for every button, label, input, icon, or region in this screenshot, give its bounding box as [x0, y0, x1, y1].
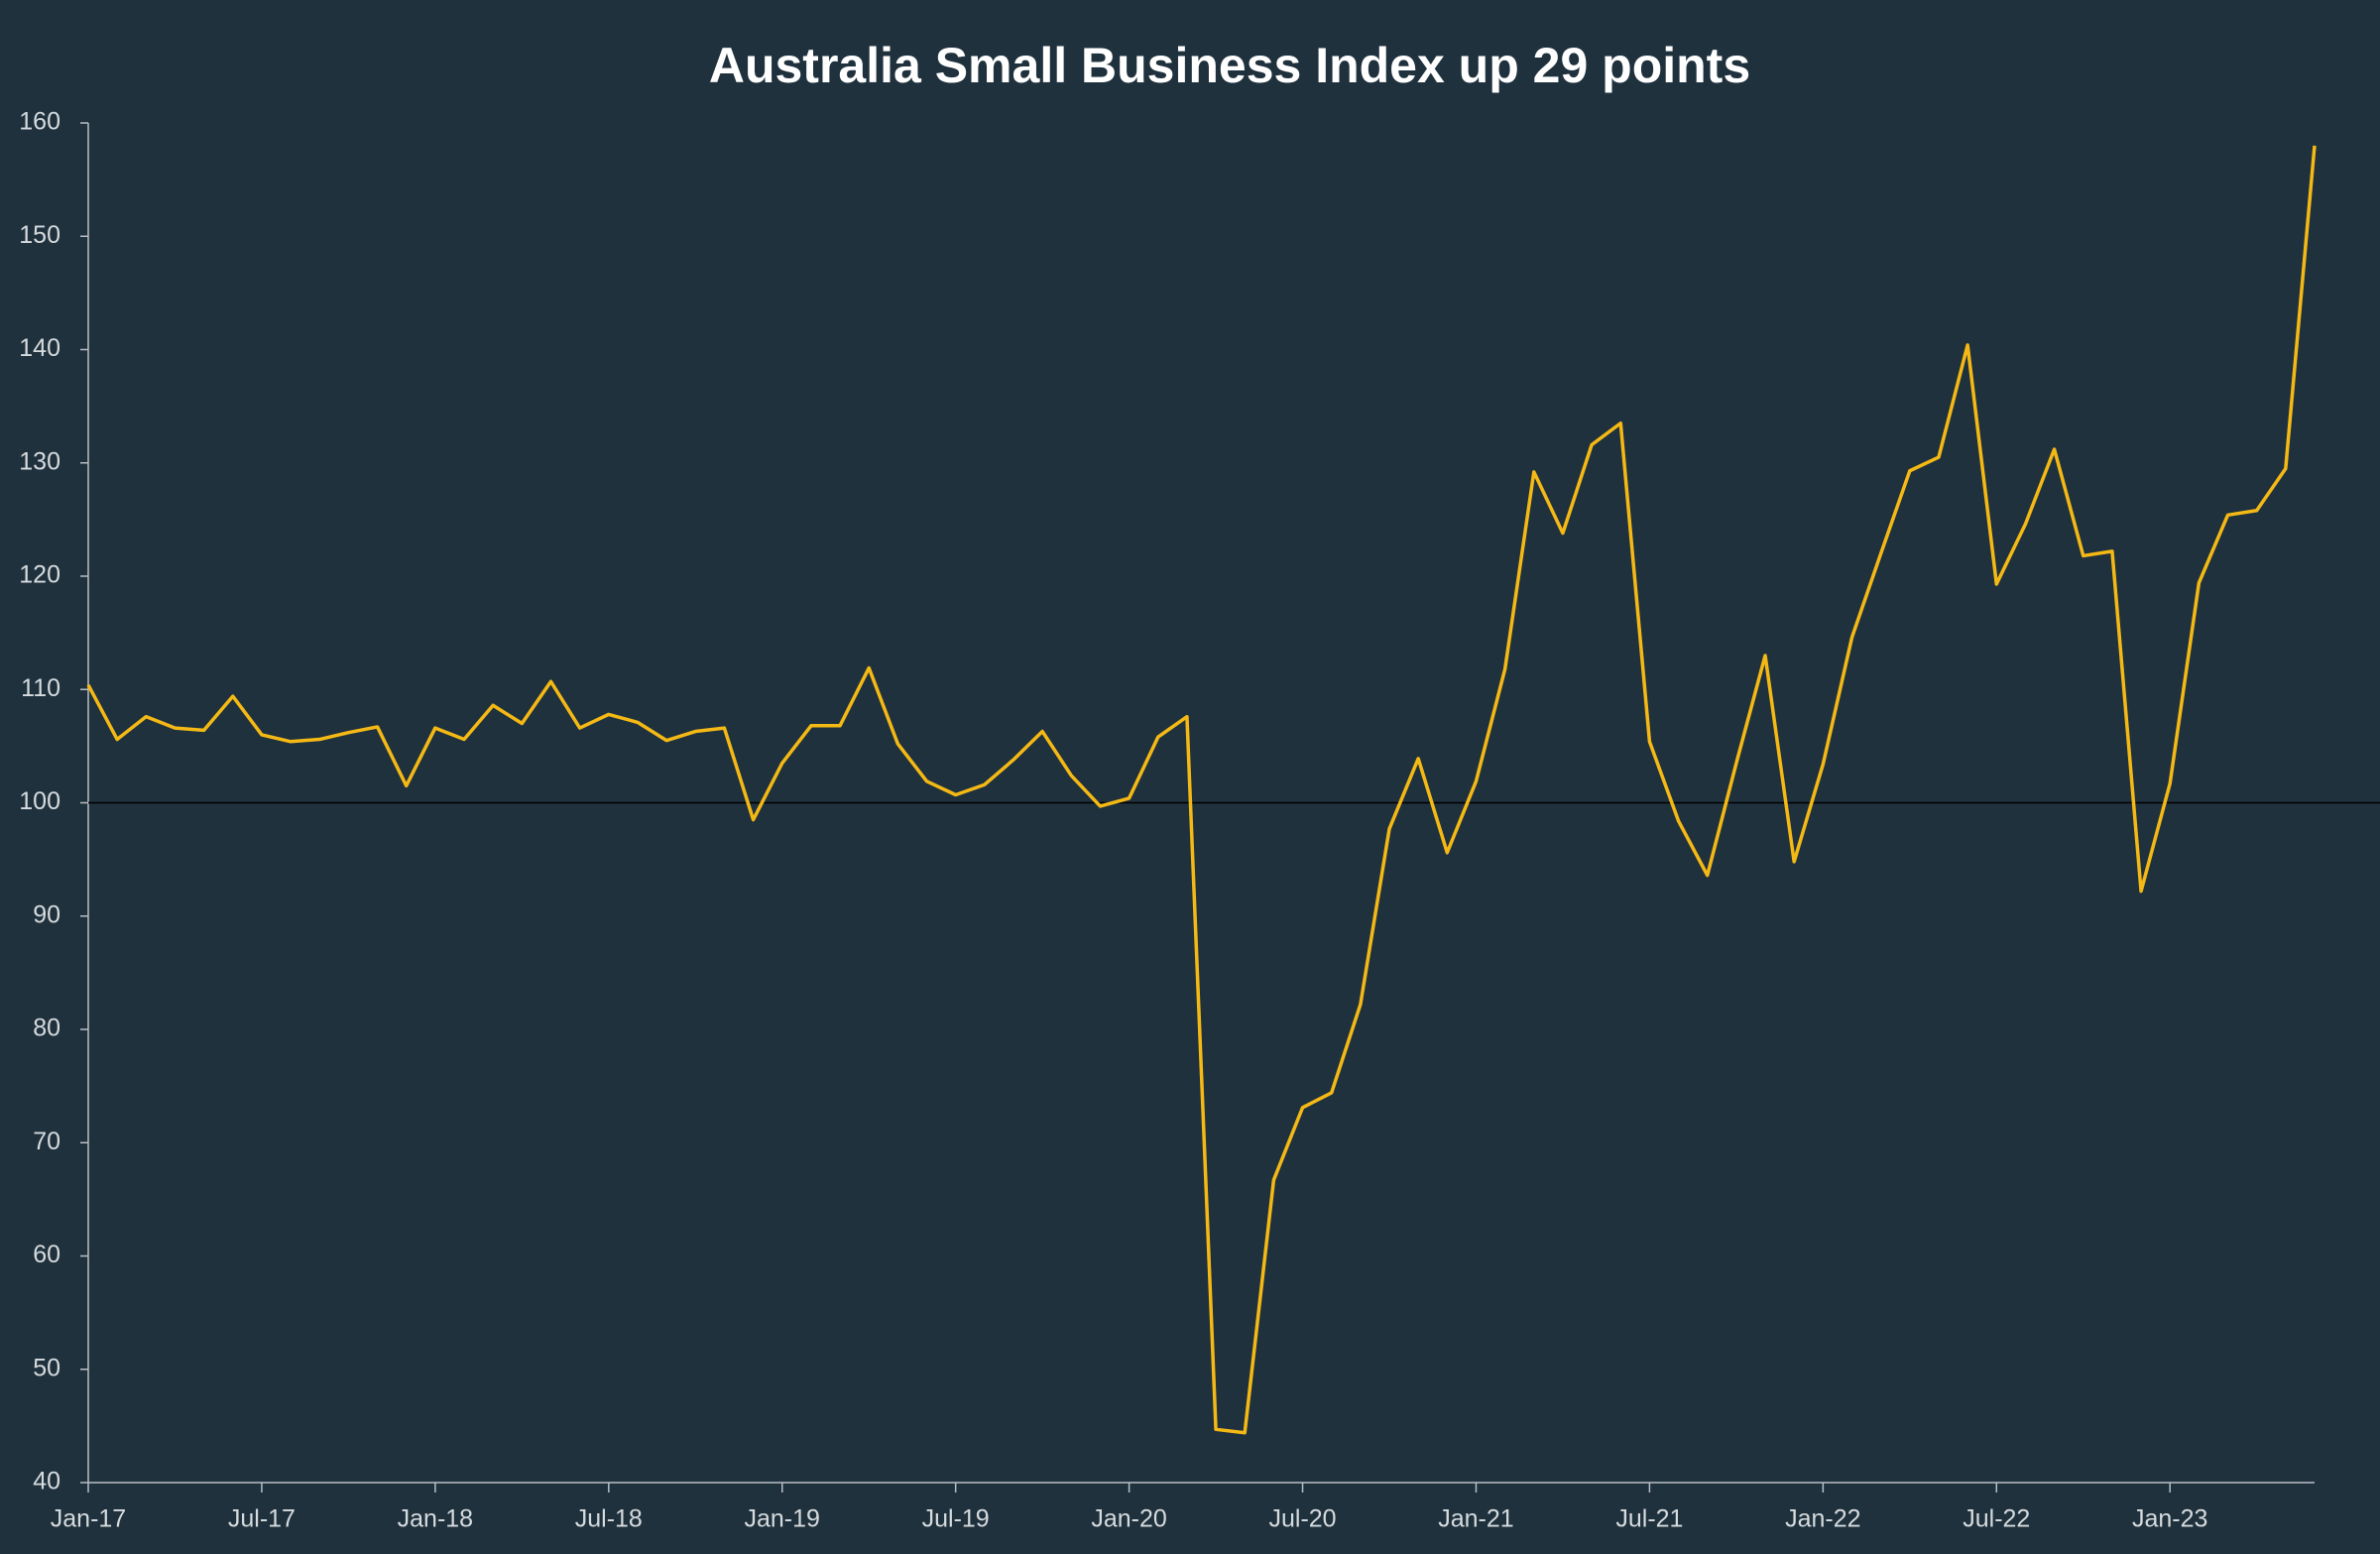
y-tick-label: 130	[19, 447, 60, 475]
x-tick-label: Jan-19	[745, 1505, 820, 1533]
x-tick-label: Jan-23	[2132, 1505, 2207, 1533]
y-tick-label: 100	[19, 787, 60, 815]
chart-title: Australia Small Business Index up 29 poi…	[709, 38, 1750, 93]
x-tick-label: Jul-18	[575, 1505, 643, 1533]
y-tick-label: 140	[19, 334, 60, 362]
x-tick-label: Jan-18	[398, 1505, 473, 1533]
x-tick-label: Jan-22	[1785, 1505, 1860, 1533]
x-tick-label: Jul-20	[1268, 1505, 1336, 1533]
y-tick-label: 90	[33, 900, 60, 928]
y-tick-label: 120	[19, 561, 60, 589]
x-tick-label: Jan-21	[1438, 1505, 1513, 1533]
x-tick-label: Jul-22	[1963, 1505, 2030, 1533]
y-tick-label: 110	[21, 674, 60, 702]
data-line	[86, 145, 2317, 1435]
x-tick-label: Jan-17	[51, 1505, 126, 1533]
y-tick-label: 70	[33, 1128, 60, 1155]
x-tick-label: Jan-20	[1091, 1505, 1166, 1533]
y-tick-label: 40	[33, 1468, 60, 1495]
x-tick-label: Jul-21	[1615, 1505, 1683, 1533]
y-tick-label: 60	[33, 1241, 60, 1268]
y-tick-label: 50	[33, 1354, 60, 1381]
x-tick-label: Jul-19	[922, 1505, 990, 1533]
y-tick-label: 150	[19, 221, 60, 249]
y-tick-label: 160	[19, 108, 60, 136]
x-tick-label: Jul-17	[228, 1505, 296, 1533]
y-tick-label: 80	[33, 1015, 60, 1042]
